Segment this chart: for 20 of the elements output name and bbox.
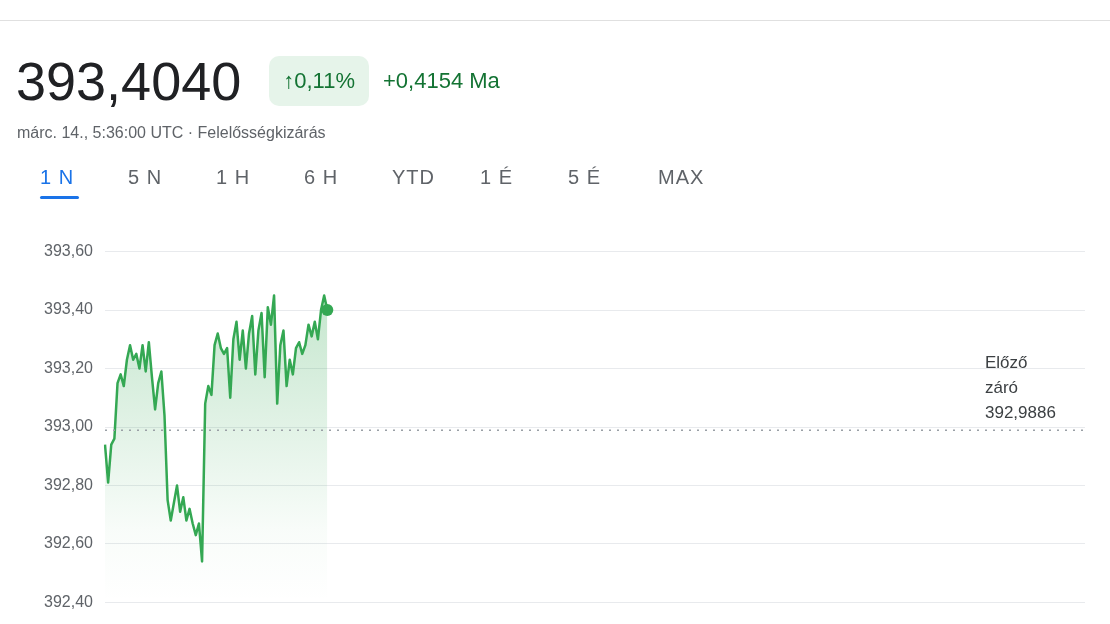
text: 5 É: [568, 166, 602, 188]
y-tick-label: 393,60: [44, 242, 94, 260]
text: 1 H: [216, 166, 251, 188]
ref-line-label: Előző záró 392,9886: [985, 353, 1056, 423]
text: 5 N: [128, 166, 163, 188]
y-tick-label: 392,60: [44, 534, 94, 552]
text: ↑0,11%: [269, 56, 369, 106]
text: YTD: [392, 166, 435, 188]
chart-subtitle: márc. 14., 5:36:00 UTC · Felelősségkizárás: [17, 124, 326, 142]
y-tick-label: 393,40: [44, 300, 94, 318]
y-tick-label: 393,00: [44, 417, 94, 435]
text: 1 N: [40, 166, 75, 188]
y-tick-label: 393,20: [44, 358, 94, 376]
text: +0,4154 Ma: [382, 68, 500, 94]
text: MAX: [658, 166, 705, 188]
y-tick-label: 392,40: [44, 592, 94, 610]
text: 1 É: [480, 166, 514, 188]
chart-title: 393,4040: [16, 50, 242, 112]
y-tick-label: 392,80: [44, 475, 94, 493]
text: 6 H: [304, 166, 339, 188]
